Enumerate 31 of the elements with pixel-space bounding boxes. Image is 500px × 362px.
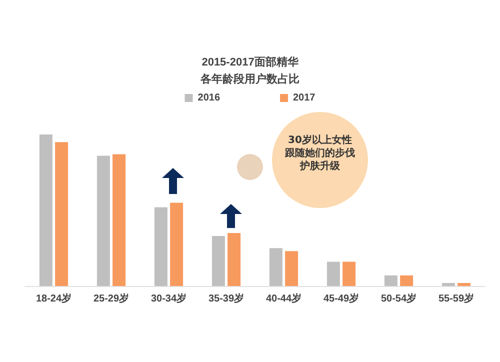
bar xyxy=(212,236,225,286)
bar xyxy=(442,282,455,286)
x-tick-label: 25-29岁 xyxy=(93,292,130,304)
x-tick-label: 55-59岁 xyxy=(438,292,474,304)
x-tick-label: 35-39岁 xyxy=(208,292,244,304)
x-tick-label: 18-24岁 xyxy=(36,292,72,304)
x-tick-label: 30-34岁 xyxy=(150,292,187,304)
bar xyxy=(170,202,184,286)
bar xyxy=(458,282,471,286)
bar xyxy=(154,207,168,286)
annotation: 30岁以上女性 xyxy=(288,135,352,146)
x-tick-label: 45-49岁 xyxy=(323,292,360,304)
legend-label: 2017 xyxy=(293,92,316,104)
bar xyxy=(384,275,398,286)
annotation: 护肤升级 xyxy=(300,161,340,172)
bar xyxy=(269,248,282,286)
x-tick-label: 50-54岁 xyxy=(380,292,417,304)
bar xyxy=(39,134,52,286)
bar xyxy=(285,251,298,286)
chart-title: 2015-2017面部精华 xyxy=(202,56,300,68)
bar xyxy=(96,156,110,286)
chart-subtitle: 各年龄段用户数占比 xyxy=(200,72,300,86)
x-tick-label: 40-44岁 xyxy=(266,292,302,304)
bar xyxy=(326,262,340,286)
bar xyxy=(55,142,68,286)
bar xyxy=(342,262,356,286)
bar xyxy=(400,275,414,286)
bar xyxy=(112,154,126,286)
bar xyxy=(228,232,241,286)
legend-label: 2016 xyxy=(198,92,220,104)
annotation: 跟随她们的步伐 xyxy=(285,148,355,159)
